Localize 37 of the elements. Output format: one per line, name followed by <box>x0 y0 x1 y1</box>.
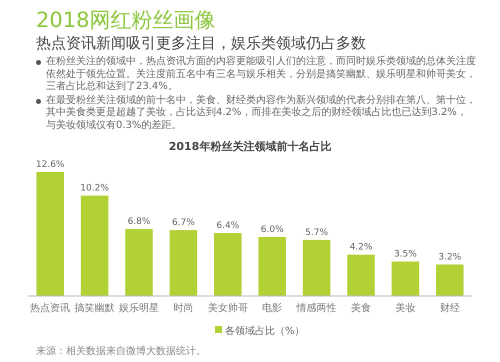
data-label: 6.7% <box>172 218 196 228</box>
bar <box>258 236 286 296</box>
data-label: 6.0% <box>260 224 284 235</box>
data-label: 3.2% <box>438 252 462 263</box>
x-tick-label: 热点资讯 <box>30 302 70 314</box>
bar <box>170 230 198 296</box>
data-label: 3.5% <box>394 250 418 260</box>
chart-title: 2018网红粉丝画像 <box>36 7 216 34</box>
bar <box>214 233 242 296</box>
data-label: 12.6% <box>36 160 65 170</box>
x-tick-label: 情感两性 <box>296 302 337 314</box>
source-note: 来源：相关数据来自微博大数据统计。 <box>36 345 206 357</box>
bar <box>36 172 64 296</box>
x-tick-label: 美食 <box>351 302 371 314</box>
bar <box>347 254 375 296</box>
chart-subtitle: 热点资讯新闻吸引更多注目，娱乐类领域仍占多数 <box>36 34 366 53</box>
bar <box>302 240 330 296</box>
legend-label: 各领域占比（%） <box>225 325 305 337</box>
data-label: 6.8% <box>128 217 151 228</box>
x-tick-label: 电影 <box>262 302 282 314</box>
bar <box>436 264 464 296</box>
x-tick-label: 搞笑幽默 <box>74 302 115 314</box>
bar <box>125 229 153 296</box>
data-label: 10.2% <box>80 184 110 194</box>
data-label: 6.4% <box>216 221 240 232</box>
x-tick-label: 娱乐明星 <box>119 302 159 314</box>
x-tick-label: 时尚 <box>173 302 194 314</box>
x-tick-label: 财经 <box>440 302 460 314</box>
data-label: 4.2% <box>350 242 373 253</box>
x-tick-label: 美女帅哥 <box>208 302 248 314</box>
bar <box>80 196 108 296</box>
bar <box>392 262 420 296</box>
text: 在粉丝关注的领域中，热点资讯方面的内容更能吸引人们的注意，而同时娱乐类领域的总体关注度依然处于领先位置。关注度前五名中有三名与娱乐相关，分别是搞笑幽默、娱乐明星和帅哥美女，三者占比总和达到了23.4%。 <box>36 56 476 94</box>
data-label: 5.7% <box>305 228 328 238</box>
text: 2018年粉丝关注领域前十名占比 <box>168 140 332 153</box>
x-tick-label: 美妆 <box>395 302 416 314</box>
text: 在最受粉丝关注领域的前十名中，美食、财经类内容作为新兴领域的代表分别排在第八、第十位，其中美食类更是超越了美妆，占比达到4.2%，而排在美妆之后的财经领域占比也已达到3.2%，与美妆领域仅有0.3%的差距。 <box>36 94 476 132</box>
